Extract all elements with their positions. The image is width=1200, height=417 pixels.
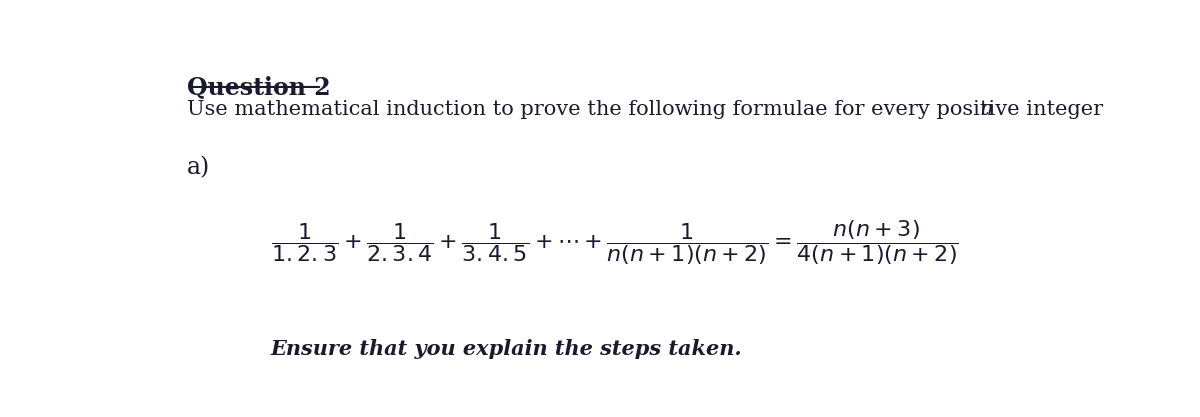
Text: $\dfrac{1}{1{.}2{.}3} + \dfrac{1}{2{.}3{.}4} + \dfrac{1}{3{.}4{.}5} + \cdots + \: $\dfrac{1}{1{.}2{.}3} + \dfrac{1}{2{.}3{… <box>271 218 959 267</box>
Text: a): a) <box>187 156 210 179</box>
Text: n: n <box>979 100 994 119</box>
Text: Use mathematical induction to prove the following formulae for every positive in: Use mathematical induction to prove the … <box>187 100 1110 119</box>
Text: Ensure that you explain the steps taken.: Ensure that you explain the steps taken. <box>271 339 743 359</box>
Text: Question 2: Question 2 <box>187 76 331 100</box>
